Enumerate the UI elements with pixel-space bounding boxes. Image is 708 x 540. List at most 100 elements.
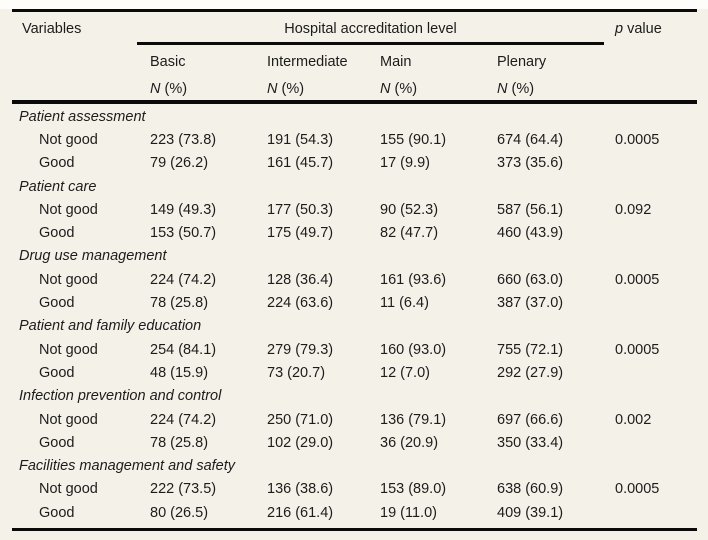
- cell-basic: 78 (25.8): [150, 295, 209, 312]
- cell-plenary: 660 (63.0): [497, 271, 564, 288]
- table-row: Good 48 (15.9) 73 (20.7) 12 (7.0) 292 (27.9): [12, 361, 697, 384]
- row-label: Not good: [39, 201, 98, 218]
- row-label: Not good: [39, 481, 98, 498]
- section-header-row: Facilities management and safety: [12, 454, 697, 477]
- cell-basic: 78 (25.8): [150, 434, 209, 451]
- n-percent-subheader: N (%): [150, 81, 187, 98]
- cell-main: 11 (6.4): [380, 295, 429, 312]
- row-label: Not good: [39, 271, 98, 288]
- cell-basic: 80 (26.5): [150, 504, 209, 521]
- row-label: Good: [39, 155, 75, 172]
- cell-intermediate: 250 (71.0): [267, 411, 334, 428]
- column-header-basic: Basic: [150, 54, 186, 70]
- table-top-rule: [12, 9, 697, 12]
- cell-plenary: 587 (56.1): [497, 201, 564, 218]
- cell-intermediate: 175 (49.7): [267, 225, 334, 242]
- cell-main: 90 (52.3): [380, 201, 439, 218]
- cell-main: 36 (20.9): [380, 434, 439, 451]
- cell-basic: 254 (84.1): [150, 341, 217, 358]
- n-rest: (%): [507, 81, 535, 97]
- row-label: Not good: [39, 131, 98, 148]
- section-title: Facilities management and safety: [19, 458, 235, 475]
- cell-basic: 224 (74.2): [150, 271, 217, 288]
- group-header-underline: [137, 42, 604, 45]
- cell-main: 153 (89.0): [380, 481, 447, 498]
- cell-basic: 48 (15.9): [150, 364, 209, 381]
- cell-p-value: 0.092: [615, 201, 652, 218]
- cell-plenary: 638 (60.9): [497, 481, 564, 498]
- cell-intermediate: 191 (54.3): [267, 131, 334, 148]
- cell-plenary: 350 (33.4): [497, 434, 564, 451]
- cell-basic: 222 (73.5): [150, 481, 217, 498]
- group-column-header: Hospital accreditation level: [284, 21, 457, 37]
- cell-basic: 79 (26.2): [150, 155, 209, 172]
- cell-plenary: 292 (27.9): [497, 364, 564, 381]
- row-label: Good: [39, 225, 75, 242]
- row-label: Good: [39, 434, 75, 451]
- table-row: Not good 222 (73.5) 136 (38.6) 153 (89.0) 63…: [12, 478, 697, 501]
- cell-intermediate: 136 (38.6): [267, 481, 334, 498]
- section-header-row: Patient and family education: [12, 315, 697, 338]
- cell-p-value: 0.0005: [615, 131, 660, 148]
- section-header-row: Infection prevention and control: [12, 385, 697, 408]
- table-row: Good 78 (25.8) 102 (29.0) 36 (20.9) 350 (33.…: [12, 431, 697, 454]
- cell-main: 19 (11.0): [380, 504, 437, 521]
- table-row: Good 153 (50.7) 175 (49.7) 82 (47.7) 460 (43…: [12, 221, 697, 244]
- section-header-row: Patient assessment: [12, 105, 697, 128]
- cell-intermediate: 177 (50.3): [267, 201, 334, 218]
- cell-basic: 149 (49.3): [150, 201, 217, 218]
- cell-basic: 153 (50.7): [150, 225, 217, 242]
- n-italic: N: [267, 81, 278, 97]
- header-body-divider: [12, 100, 697, 104]
- table-bottom-rule: [12, 528, 697, 531]
- cell-intermediate: 128 (36.4): [267, 271, 334, 288]
- cell-p-value: 0.0005: [615, 271, 660, 288]
- cell-main: 160 (93.0): [380, 341, 447, 358]
- cell-basic: 224 (74.2): [150, 411, 217, 428]
- table-row: Not good 223 (73.8) 191 (54.3) 155 (90.1) 67…: [12, 128, 697, 151]
- cell-main: 136 (79.1): [380, 411, 447, 428]
- cell-intermediate: 161 (45.7): [267, 155, 334, 172]
- cell-intermediate: 73 (20.7): [267, 364, 326, 381]
- n-rest: (%): [277, 81, 305, 97]
- n-percent-subheader: N (%): [380, 81, 417, 98]
- section-title: Patient care: [19, 178, 97, 195]
- table-row: Good 80 (26.5) 216 (61.4) 19 (11.0) 409 (39.…: [12, 501, 697, 524]
- cell-intermediate: 102 (29.0): [267, 434, 334, 451]
- cell-plenary: 674 (64.4): [497, 131, 564, 148]
- section-header-row: Drug use management: [12, 245, 697, 268]
- cell-main: 17 (9.9): [380, 155, 430, 172]
- row-label: Good: [39, 295, 75, 312]
- table-row: Good 78 (25.8) 224 (63.6) 11 (6.4) 387 (37.0…: [12, 291, 697, 314]
- cell-intermediate: 224 (63.6): [267, 295, 334, 312]
- table-row: Good 79 (26.2) 161 (45.7) 17 (9.9) 373 (35.6…: [12, 152, 697, 175]
- cell-basic: 223 (73.8): [150, 131, 217, 148]
- variables-column-header: Variables: [22, 21, 82, 37]
- n-italic: N: [497, 81, 508, 97]
- column-header-intermediate: Intermediate: [267, 54, 348, 70]
- table-row: Not good 224 (74.2) 250 (71.0) 136 (79.1) 69…: [12, 408, 697, 431]
- table-row: Not good 149 (49.3) 177 (50.3) 90 (52.3) 587…: [12, 198, 697, 221]
- cell-plenary: 409 (39.1): [497, 504, 564, 521]
- cell-plenary: 755 (72.1): [497, 341, 564, 358]
- section-title: Drug use management: [19, 248, 167, 265]
- row-label: Not good: [39, 411, 98, 428]
- row-label: Good: [39, 504, 75, 521]
- row-label: Not good: [39, 341, 98, 358]
- section-title: Patient and family education: [19, 318, 202, 335]
- cell-intermediate: 279 (79.3): [267, 341, 334, 358]
- n-percent-subheader: N (%): [267, 81, 304, 98]
- table-row: Not good 254 (84.1) 279 (79.3) 160 (93.0) 75…: [12, 338, 697, 361]
- cell-intermediate: 216 (61.4): [267, 504, 334, 521]
- column-header-plenary: Plenary: [497, 54, 547, 70]
- cell-p-value: 0.0005: [615, 341, 660, 358]
- section-header-row: Patient care: [12, 175, 697, 198]
- cell-main: 155 (90.1): [380, 131, 447, 148]
- cell-p-value: 0.0005: [615, 481, 660, 498]
- p-value-header-rest: value: [623, 21, 662, 37]
- table-row: Not good 224 (74.2) 128 (36.4) 161 (93.6) 66…: [12, 268, 697, 291]
- cell-plenary: 697 (66.6): [497, 411, 564, 428]
- cell-p-value: 0.002: [615, 411, 652, 428]
- section-title: Patient assessment: [19, 108, 146, 125]
